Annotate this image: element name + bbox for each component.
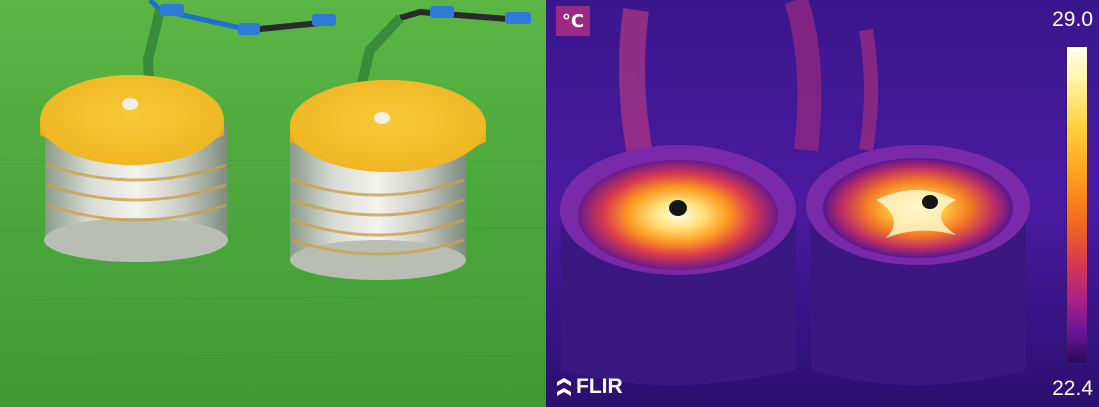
flir-logo: FLIR: [556, 375, 623, 399]
scale-min-value: 22.4: [1052, 377, 1093, 400]
flir-mark-icon: [557, 378, 571, 396]
scale-max-value: 29.0: [1052, 8, 1093, 31]
right-cylinder-icon: [290, 80, 486, 280]
temperature-colorbar: [1066, 46, 1088, 364]
photo-panel: [0, 0, 546, 407]
thermal-panel: °C 29.0 22.4 FLIR: [546, 0, 1099, 407]
thermal-image: [546, 0, 1099, 407]
left-cylinder-icon: [40, 75, 228, 262]
sample-photo: [0, 0, 546, 407]
temperature-unit-label: °C: [556, 6, 590, 36]
cable-heat-streaks: [619, 0, 878, 163]
flir-logo-text: FLIR: [576, 375, 623, 398]
left-thermal-cylinder: [560, 145, 796, 385]
right-thermal-cylinder: [806, 145, 1030, 385]
